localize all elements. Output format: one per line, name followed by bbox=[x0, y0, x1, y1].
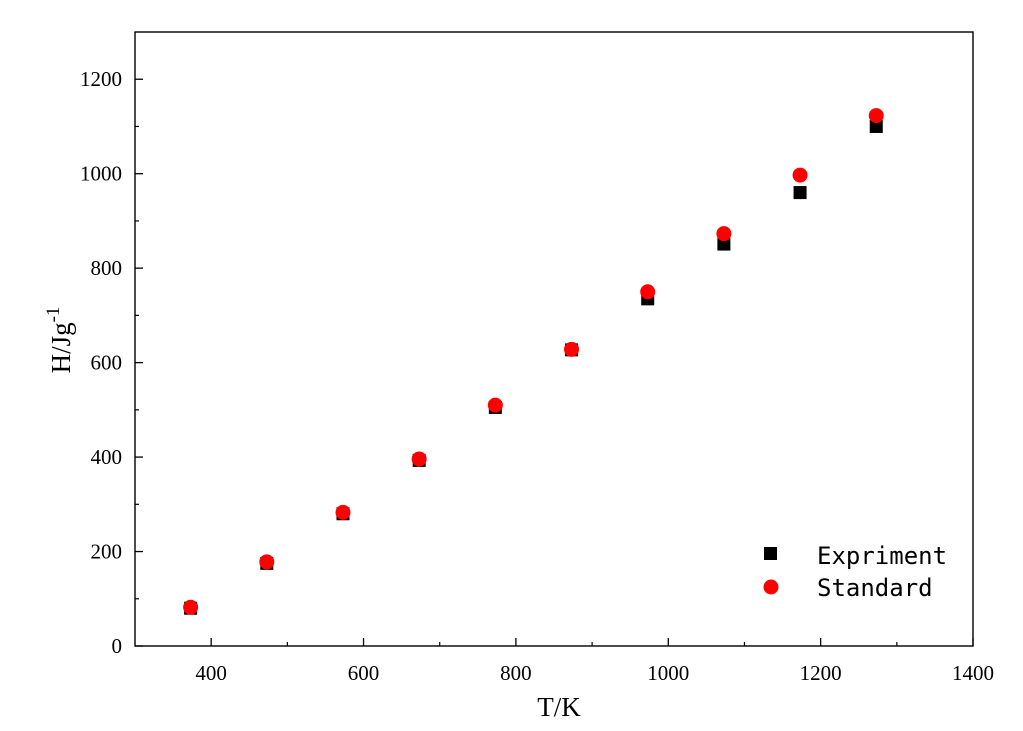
point-standard bbox=[716, 226, 732, 242]
point-expriment bbox=[869, 119, 883, 133]
x-tick-label: 1200 bbox=[800, 661, 842, 685]
x-tick-label: 1400 bbox=[952, 661, 994, 685]
y-tick-label: 1200 bbox=[80, 67, 122, 91]
legend: Expriment Standard bbox=[763, 542, 947, 602]
plot-frame bbox=[134, 31, 974, 647]
y-axis-title-superscript: -1 bbox=[43, 307, 64, 323]
point-standard bbox=[411, 451, 427, 467]
x-tick-label: 800 bbox=[500, 661, 532, 685]
legend-label-standard: Standard bbox=[817, 574, 933, 602]
y-tick-label: 1000 bbox=[80, 162, 122, 186]
point-standard bbox=[640, 284, 656, 300]
point-standard bbox=[868, 108, 884, 124]
data-series bbox=[183, 108, 884, 615]
y-tick-label: 400 bbox=[91, 445, 123, 469]
y-tick-label: 0 bbox=[112, 634, 123, 658]
y-axis-title-main: H/Jg bbox=[46, 322, 76, 373]
point-standard bbox=[792, 167, 808, 183]
y-axis: 0 200 400 600 800 1000 1200 bbox=[80, 67, 143, 658]
point-expriment bbox=[717, 237, 731, 251]
point-expriment bbox=[793, 186, 807, 200]
point-standard bbox=[259, 554, 275, 570]
x-axis: 400 600 800 1000 1200 1400 bbox=[195, 638, 994, 685]
y-tick-label: 600 bbox=[91, 351, 123, 375]
point-standard bbox=[564, 341, 580, 357]
y-axis-title: H/Jg-1 bbox=[43, 307, 76, 374]
x-axis-title: T/K bbox=[537, 692, 581, 722]
y-tick-label: 200 bbox=[91, 540, 123, 564]
point-standard bbox=[183, 599, 199, 615]
y-tick-label: 800 bbox=[91, 256, 123, 280]
legend-marker-expriment bbox=[764, 547, 777, 560]
point-standard bbox=[335, 504, 351, 520]
legend-label-expriment: Expriment bbox=[817, 542, 947, 570]
x-tick-label: 400 bbox=[195, 661, 227, 685]
x-tick-label: 1000 bbox=[647, 661, 689, 685]
x-tick-label: 600 bbox=[348, 661, 380, 685]
legend-marker-standard bbox=[763, 579, 779, 595]
point-standard bbox=[487, 397, 503, 413]
